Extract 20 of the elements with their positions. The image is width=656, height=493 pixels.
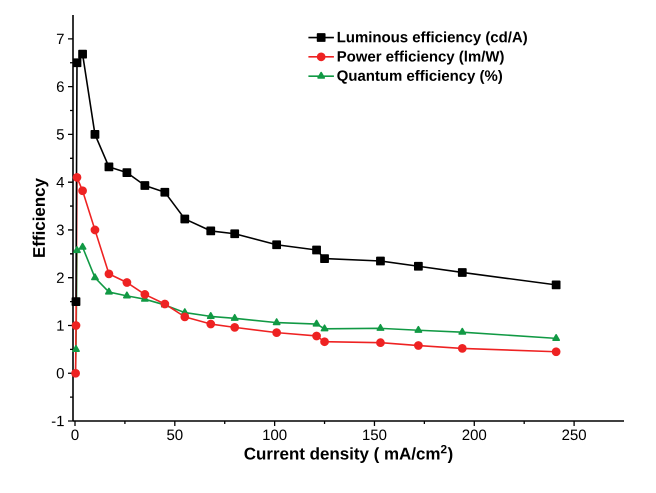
- legend-label: Luminous efficiency (cd/A): [338, 31, 527, 46]
- y-tick-label: 4: [56, 177, 64, 188]
- legend-label: Power efficiency (lm/W): [338, 50, 504, 65]
- y-tick-label: 3: [56, 224, 64, 236]
- legend-label: Quantum efficiency (%): [337, 70, 502, 84]
- x-tick-label: 200: [462, 430, 486, 440]
- y-tick-label: 2: [56, 272, 64, 283]
- y-tick-label: 6: [56, 81, 64, 92]
- y-axis-title: Efficiency: [32, 178, 48, 257]
- x-tick-label: 0: [71, 430, 79, 440]
- y-tick-label: -1: [52, 416, 64, 426]
- y-tick-label: 5: [56, 129, 64, 140]
- x-tick-label: 50: [167, 430, 183, 440]
- y-tick-label: 1: [57, 320, 64, 331]
- x-tick-label: 150: [363, 430, 386, 440]
- x-axis-title: Current density ( mA/cm$^{2}$): [244, 444, 452, 463]
- y-tick-label: 0: [56, 368, 64, 379]
- y-tick-label: 7: [56, 34, 64, 44]
- x-tick-label: 100: [263, 430, 287, 440]
- x-tick-label: 250: [562, 430, 586, 440]
